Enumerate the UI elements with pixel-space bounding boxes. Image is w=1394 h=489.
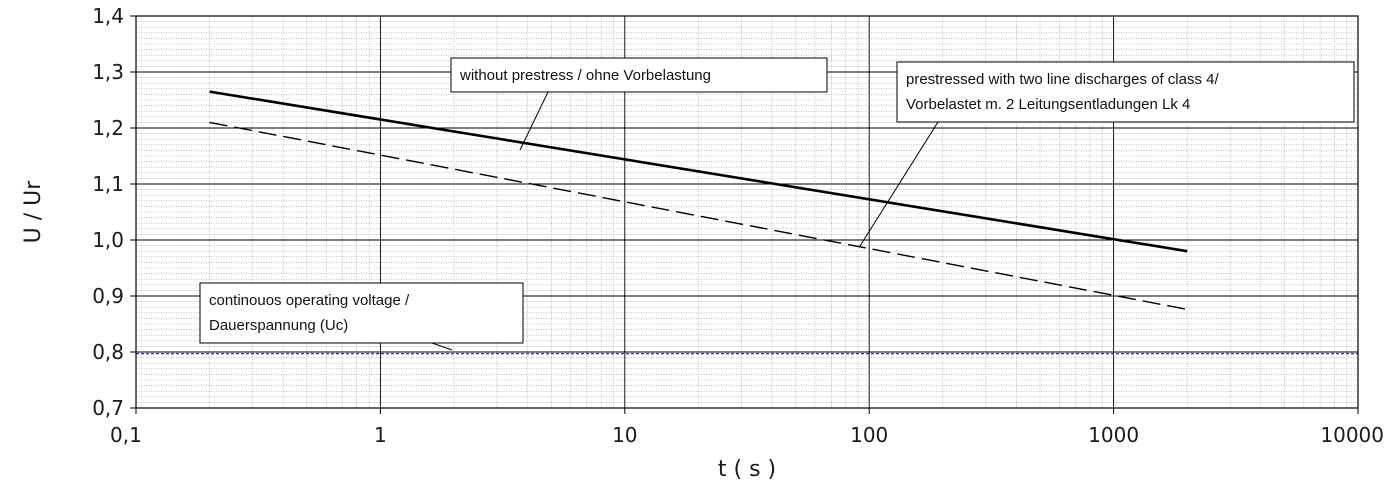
x-tick-label: 10 [612, 423, 637, 447]
x-tick-label: 10000 [1320, 423, 1384, 447]
annotation-layer: without prestress / ohne Vorbelastung pre… [199, 57, 1355, 351]
series-without-prestress [209, 90, 1188, 253]
x-tick-label: 100 [850, 423, 888, 447]
annotation-leader-line [859, 121, 939, 247]
annotation-text: continouos operating voltage / [209, 292, 410, 309]
y-axis-title: U / Ur [21, 180, 46, 244]
series-layer [136, 90, 1358, 355]
y-tick-label: 1,3 [92, 60, 124, 84]
y-tick-label: 0,8 [92, 340, 124, 364]
y-tick-label: 0,7 [92, 396, 124, 420]
y-tick-label: 1,2 [92, 116, 124, 140]
y-tick-label: 0,9 [92, 284, 124, 308]
annotation-leader-line [519, 91, 549, 151]
annotation-text: Vorbelastet m. 2 Leitungsentladungen Lk … [906, 96, 1190, 113]
x-axis-title: t ( s ) [718, 457, 776, 482]
annotation-continuous-voltage: continouos operating voltage / Dauerspann… [199, 282, 524, 351]
annotation-leader-line [431, 342, 453, 351]
y-tick-labels: 0,7 0,8 0,9 1,0 1,1 1,2 1,3 1,4 [92, 4, 136, 420]
annotation-box [199, 282, 524, 344]
y-tick-label: 1,4 [92, 4, 124, 28]
annotation-box [896, 61, 1355, 123]
annotation-text: without prestress / ohne Vorbelastung [459, 67, 711, 84]
x-tick-label: 1 [374, 423, 387, 447]
plot-border [135, 15, 1359, 409]
annotation-prestressed: prestressed with two line discharges of … [859, 61, 1355, 247]
x-tick-labels: 0,1 1 10 100 1000 10000 [110, 408, 1384, 447]
annotation-box [450, 57, 828, 93]
y-tick-label: 1,1 [92, 172, 124, 196]
x-tick-label: 0,1 [110, 423, 142, 447]
series-prestressed [209, 121, 1188, 311]
annotation-without-prestress: without prestress / ohne Vorbelastung [450, 57, 828, 151]
y-tick-label: 1,0 [92, 228, 124, 252]
x-tick-label: 1000 [1088, 423, 1139, 447]
annotation-text: prestressed with two line discharges of … [906, 71, 1219, 88]
annotation-text: Dauerspannung (Uc) [209, 317, 348, 334]
